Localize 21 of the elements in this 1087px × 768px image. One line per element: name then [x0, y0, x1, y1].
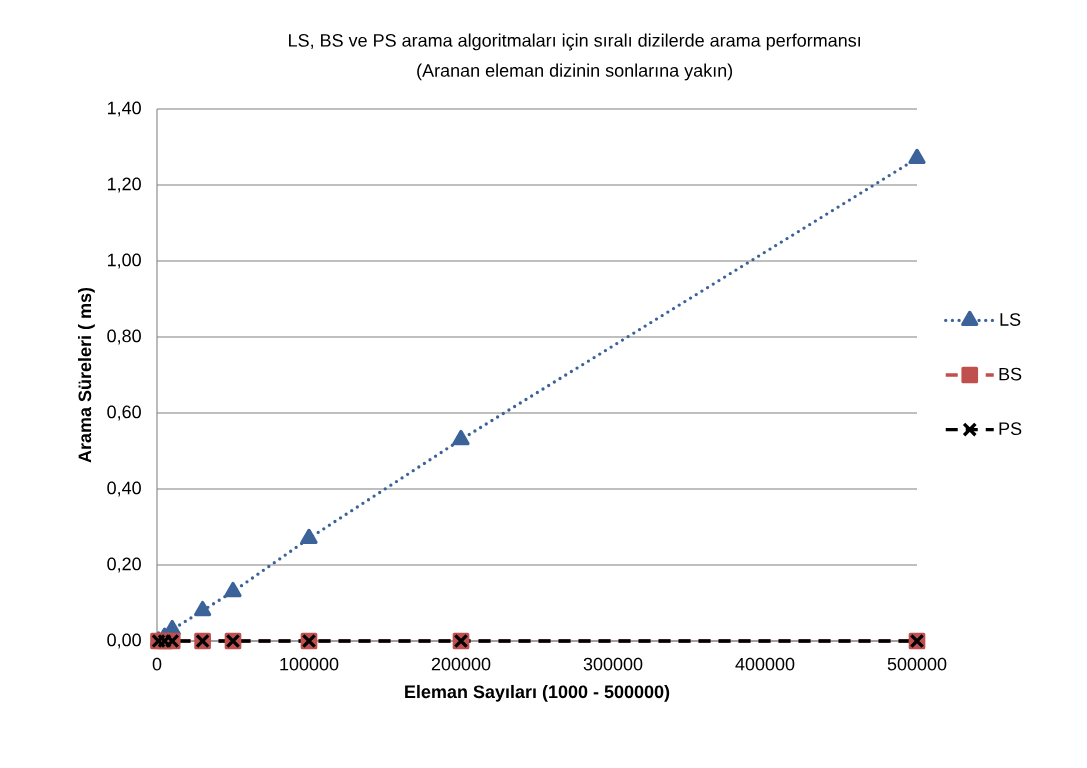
y-axis-title: Arama Süreleri ( ms)	[77, 287, 95, 463]
x-axis-title: Eleman Sayıları (1000 - 500000)	[405, 684, 670, 702]
y-tick-label: 1,40	[107, 101, 141, 117]
y-tick-label: 0,40	[107, 481, 141, 497]
x-tick-label: 200000	[431, 657, 491, 671]
x-tick-label: 500000	[887, 657, 947, 671]
y-tick-label: 1,20	[107, 177, 141, 193]
legend-label: PS	[999, 422, 1022, 436]
chart-subtitle: (Aranan eleman dizinin sonlarına yakın)	[417, 63, 733, 81]
y-tick-label: 0,80	[107, 329, 141, 345]
legend-label: LS	[1000, 313, 1021, 326]
legend-label: BS	[999, 367, 1022, 381]
x-tick-label: 100000	[280, 657, 339, 671]
y-tick-label: 0,60	[107, 405, 141, 421]
chart-title: LS, BS ve PS arama algoritmaları için sıralı dizilerde arama performansı	[289, 33, 860, 51]
y-tick-label: 0,00	[107, 633, 141, 649]
y-tick-label: 0,20	[107, 557, 141, 573]
x-tick-label: 300000	[583, 657, 643, 671]
x-tick-label: 0	[152, 657, 162, 671]
y-tick-label: 1,00	[107, 253, 141, 269]
x-tick-label: 400000	[735, 657, 795, 671]
